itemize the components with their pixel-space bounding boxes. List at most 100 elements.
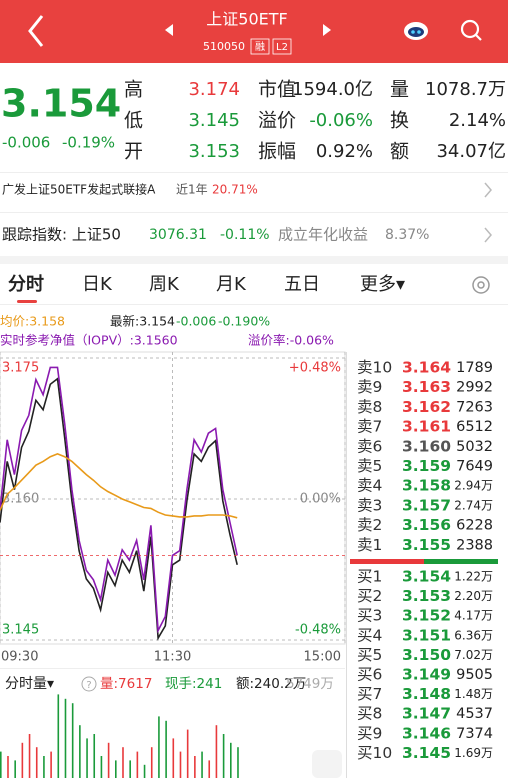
tracking-level: 3076.31 bbox=[149, 227, 207, 243]
price: 3.154 bbox=[1, 82, 121, 126]
x-tick-label: 15:00 bbox=[304, 650, 341, 665]
annual-label: 成立年化收益 bbox=[278, 226, 368, 244]
order-level: 卖5 bbox=[357, 457, 382, 475]
badge-box bbox=[250, 38, 270, 55]
order-level: 卖4 bbox=[357, 477, 382, 495]
volume-bar bbox=[208, 760, 211, 778]
tab[interactable]: 周K bbox=[149, 274, 180, 295]
order-price: 3.152 bbox=[402, 607, 451, 625]
order-price: 3.153 bbox=[402, 587, 451, 605]
order-level: 买4 bbox=[357, 626, 382, 644]
y2-tick-label: 0.00% bbox=[300, 492, 341, 507]
stat-label: 高 bbox=[124, 79, 143, 101]
tab[interactable]: 月K bbox=[216, 274, 247, 295]
order-volume: 1789 bbox=[456, 360, 493, 376]
order-level: 卖7 bbox=[357, 418, 382, 436]
order-volume: 4.17万 bbox=[454, 609, 493, 623]
order-volume: 2992 bbox=[456, 380, 493, 396]
tab[interactable]: 日K bbox=[82, 274, 113, 295]
back-button[interactable] bbox=[28, 15, 44, 47]
volume-info[interactable]: 分时量▾ bbox=[5, 676, 54, 692]
order-volume: 7374 bbox=[456, 726, 493, 742]
fund-return: 20.71% bbox=[212, 183, 258, 197]
fund-name[interactable]: 广发上证50ETF发起式联接A bbox=[2, 182, 156, 197]
volume-bar bbox=[50, 751, 52, 778]
order-level: 卖9 bbox=[357, 378, 382, 396]
tab[interactable]: 更多▾ bbox=[360, 274, 405, 295]
fund-period: 近1年 bbox=[176, 183, 208, 197]
volume-bar bbox=[179, 751, 182, 778]
stat-value: 2.14% bbox=[449, 110, 506, 131]
next-button[interactable] bbox=[323, 24, 331, 36]
volume-bar bbox=[43, 756, 45, 778]
order-volume: 6.36万 bbox=[454, 628, 493, 642]
order-volume: 7.02万 bbox=[454, 648, 493, 662]
volume-bar bbox=[150, 747, 153, 778]
help-icon-glyph: ? bbox=[86, 680, 91, 691]
order-volume: 2.94万 bbox=[454, 479, 493, 493]
divider bbox=[0, 172, 508, 173]
volume-bar bbox=[115, 760, 117, 778]
chart-info: -0.190% bbox=[218, 314, 270, 329]
stat-label: 换 bbox=[390, 110, 409, 132]
order-price: 3.163 bbox=[402, 378, 451, 396]
volume-bar bbox=[79, 725, 81, 778]
search-icon[interactable] bbox=[460, 19, 482, 41]
order-level: 买3 bbox=[357, 607, 382, 625]
order-price: 3.161 bbox=[402, 418, 451, 436]
volume-bar bbox=[165, 720, 167, 778]
order-level: 卖3 bbox=[357, 496, 382, 514]
robot-icon[interactable] bbox=[404, 22, 428, 40]
order-volume: 1.48万 bbox=[454, 687, 493, 701]
volume-info: 现手:241 bbox=[165, 676, 222, 692]
prev-button[interactable] bbox=[165, 24, 173, 36]
order-volume: 1.69万 bbox=[454, 746, 493, 760]
order-price: 3.148 bbox=[402, 685, 451, 703]
volume-bar bbox=[215, 725, 218, 778]
help-icon[interactable] bbox=[81, 676, 97, 692]
tab[interactable]: 五日 bbox=[284, 274, 320, 295]
order-price: 3.146 bbox=[402, 724, 451, 742]
fullscreen-button[interactable] bbox=[312, 750, 342, 778]
stat-label: 开 bbox=[124, 141, 143, 163]
order-level: 买10 bbox=[357, 744, 392, 762]
stat-label: 溢价 bbox=[258, 110, 296, 132]
volume-bar bbox=[129, 760, 131, 778]
order-level: 卖1 bbox=[357, 536, 382, 554]
order-volume: 2.20万 bbox=[454, 589, 493, 603]
section-gap bbox=[0, 256, 508, 264]
order-level: 买9 bbox=[357, 724, 382, 742]
stat-value: 0.92% bbox=[316, 141, 373, 162]
order-volume: 9505 bbox=[456, 667, 493, 683]
price-line bbox=[0, 377, 238, 641]
order-price: 3.156 bbox=[402, 516, 451, 534]
tab[interactable]: 分时 bbox=[8, 274, 44, 295]
settings-icon[interactable] bbox=[472, 276, 490, 294]
y2-tick-label: -0.48% bbox=[295, 623, 341, 638]
stat-label: 额 bbox=[390, 141, 409, 163]
volume-bar bbox=[237, 747, 239, 778]
y-tick-label: 3.175 bbox=[2, 361, 39, 376]
volume-info: 量:7617 bbox=[100, 676, 152, 692]
stat-label: 市值 bbox=[258, 79, 296, 101]
order-price: 3.147 bbox=[402, 705, 451, 723]
price-line bbox=[0, 366, 238, 634]
order-level: 买1 bbox=[357, 568, 382, 586]
order-volume: 7649 bbox=[456, 459, 493, 475]
order-price: 3.164 bbox=[402, 359, 451, 377]
divider bbox=[346, 352, 347, 778]
volume-bar bbox=[86, 738, 88, 778]
title: 上证50ETF bbox=[206, 10, 287, 29]
stat-value: 3.153 bbox=[188, 141, 240, 162]
y-tick-label: 3.145 bbox=[2, 623, 39, 638]
chevron bbox=[484, 182, 492, 198]
volume-bar bbox=[136, 751, 139, 778]
order-level: 卖8 bbox=[357, 398, 382, 416]
order-price: 3.154 bbox=[402, 568, 451, 586]
order-volume: 1.22万 bbox=[454, 570, 493, 584]
order-price: 3.150 bbox=[402, 646, 451, 664]
volume-bar bbox=[201, 751, 203, 778]
order-level: 买6 bbox=[357, 666, 382, 684]
stat-value: 1078.7万 bbox=[425, 79, 506, 100]
volume-bar bbox=[7, 756, 9, 778]
